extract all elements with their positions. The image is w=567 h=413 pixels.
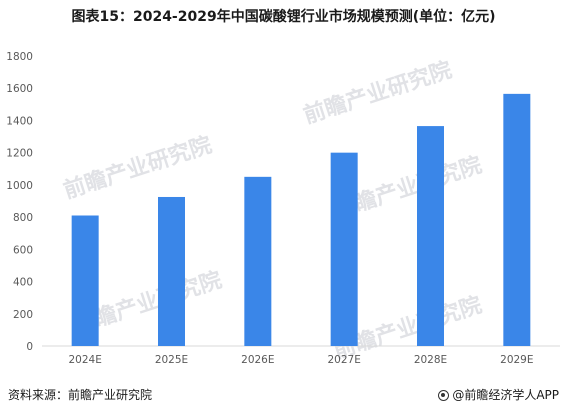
x-tick-label: 2027E xyxy=(327,354,360,366)
y-tick-label: 1600 xyxy=(6,83,33,95)
bar-2028E xyxy=(417,126,444,346)
y-tick-label: 600 xyxy=(13,244,33,256)
x-tick-label: 2025E xyxy=(155,354,188,366)
brand-logo-icon xyxy=(438,390,450,401)
x-tick-label: 2028E xyxy=(414,354,447,366)
y-tick-label: 800 xyxy=(13,212,33,224)
source-text: 资料来源：前瞻产业研究院 xyxy=(8,388,153,402)
x-tick-label: 2029E xyxy=(500,354,533,366)
x-tick-label: 2024E xyxy=(68,354,101,366)
bar-2027E xyxy=(330,152,358,346)
y-tick-label: 1400 xyxy=(6,115,33,127)
x-tick-label: 2026E xyxy=(241,354,274,366)
y-tick-label: 1200 xyxy=(6,148,33,160)
y-tick-label: 400 xyxy=(13,277,33,289)
footer: 资料来源：前瞻产业研究院 @前瞻经济学人APP xyxy=(0,383,567,407)
y-tick-label: 1000 xyxy=(6,180,33,192)
y-tick-label: 200 xyxy=(13,309,33,321)
brand-text: @前瞻经济学人APP xyxy=(452,388,559,402)
brand-label: @前瞻经济学人APP xyxy=(438,386,559,403)
bar-2025E xyxy=(158,196,185,346)
bar-2029E xyxy=(503,93,531,346)
y-tick-label: 0 xyxy=(26,341,33,353)
y-tick-label: 1800 xyxy=(6,51,33,63)
chart-title: 图表15：2024-2029年中国碳酸锂行业市场规模预测(单位：亿元) xyxy=(71,9,496,25)
bar-2024E xyxy=(71,215,99,346)
bar-2026E xyxy=(244,176,272,346)
